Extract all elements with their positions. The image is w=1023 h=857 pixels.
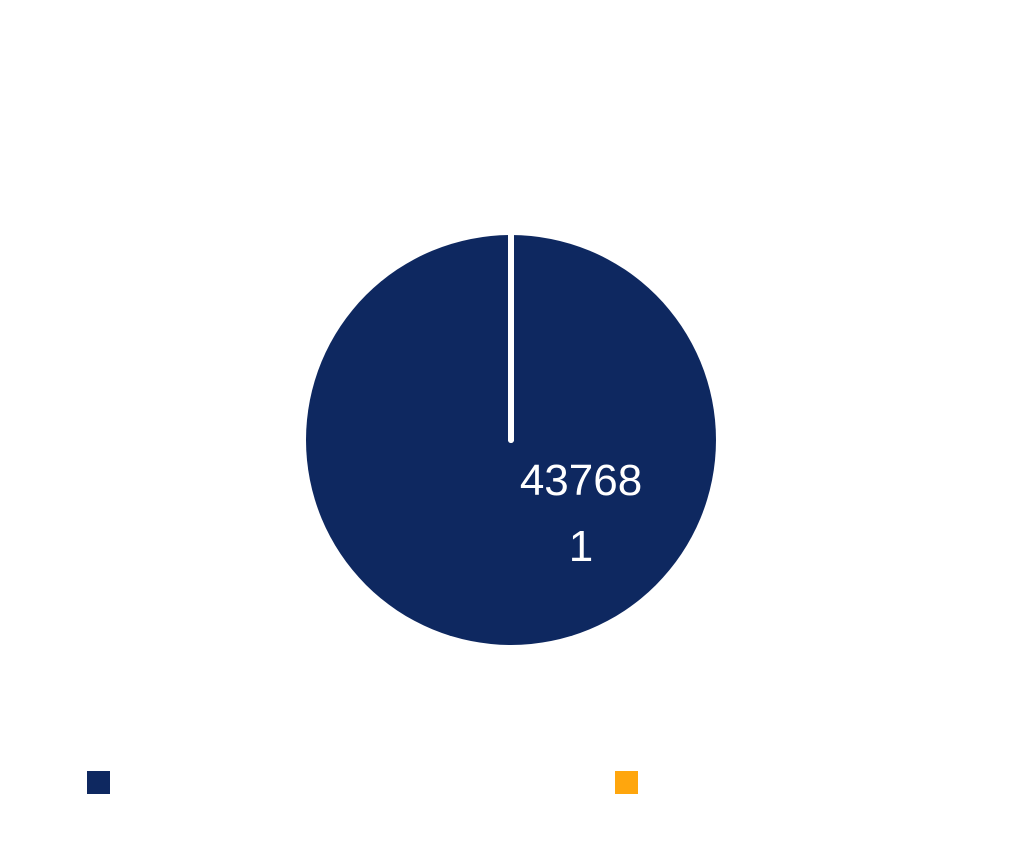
legend-swatch-1 [615,771,638,794]
legend-entry-1 [615,771,638,794]
legend-entry-0 [87,771,110,794]
legend [87,771,638,794]
pie-labels: 43768 1 [520,456,642,571]
slice-label-0: 43768 1 [520,456,642,571]
pie-slices [306,230,716,645]
legend-swatch-0 [87,771,110,794]
